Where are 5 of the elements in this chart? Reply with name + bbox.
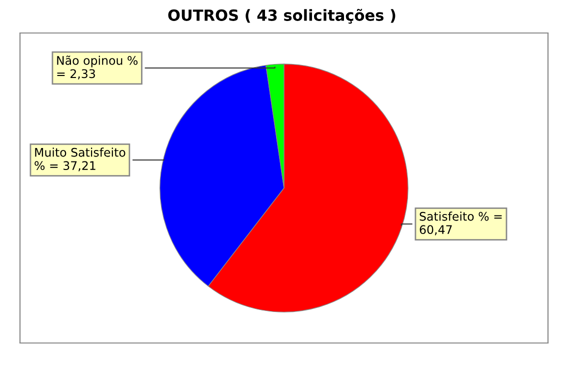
slice-label: Satisfeito % = 60,47 <box>420 212 502 236</box>
data-label: % = 37,21 <box>34 161 96 172</box>
slice-label: Não opinou % = 2,33 <box>57 56 138 80</box>
chart-title: OUTROS ( 43 solicitações ) <box>168 8 396 24</box>
slice-label: Muito Satisfeito <box>35 148 126 157</box>
